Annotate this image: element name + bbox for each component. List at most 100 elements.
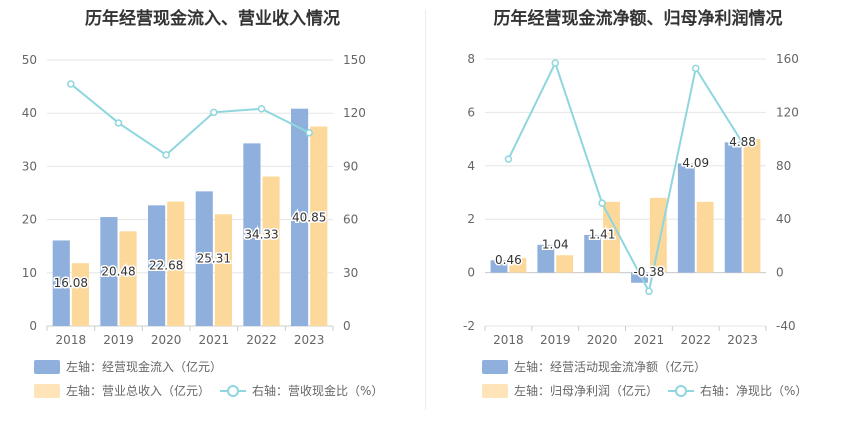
y-tick-right: 60 bbox=[343, 213, 358, 227]
data-label: 1.04 bbox=[542, 237, 569, 251]
bar-series-2 bbox=[167, 201, 185, 326]
y-tick-left: 40 bbox=[22, 106, 37, 120]
bar-series-2 bbox=[214, 214, 232, 326]
bar-series-2 bbox=[119, 231, 137, 326]
bar-series-2 bbox=[262, 176, 280, 326]
bar-series-1 bbox=[537, 244, 555, 273]
series-point bbox=[210, 108, 218, 117]
bar-series-2 bbox=[71, 263, 89, 326]
legend-label: 右轴：净现比（%） bbox=[700, 384, 808, 398]
y-tick-left: 10 bbox=[22, 266, 37, 280]
data-label: 20.48 bbox=[101, 265, 135, 279]
data-label: 22.68 bbox=[149, 259, 183, 273]
y-tick-left: 0 bbox=[467, 266, 475, 280]
y-tick-left: 8 bbox=[467, 52, 475, 66]
data-label: 4.88 bbox=[729, 135, 756, 149]
x-tick-label: 2019 bbox=[103, 333, 134, 347]
bar-series-1 bbox=[490, 260, 508, 273]
y-tick-right: 40 bbox=[776, 212, 791, 226]
legend-item-left-ratio[interactable]: 右轴：营收现金比（%） bbox=[220, 382, 383, 399]
chart-title-right: 历年经营现金流净额、归母净利润情况 bbox=[493, 9, 783, 29]
y-tick-right: 160 bbox=[776, 52, 799, 66]
y-tick-right: 90 bbox=[343, 159, 358, 173]
x-tick-label: 2023 bbox=[294, 333, 325, 347]
data-label: 25.31 bbox=[197, 252, 231, 266]
bar-series-1 bbox=[291, 108, 309, 326]
series-point bbox=[114, 119, 123, 127]
y-tick-right: 0 bbox=[343, 319, 351, 333]
y-tick-left: 6 bbox=[467, 105, 475, 119]
y-tick-left: 20 bbox=[22, 213, 37, 227]
chart-left-svg: 0 10 20 30 40 50 0 30 60 90 120 150 2018 2019 2020 2021… bbox=[22, 53, 366, 347]
legend-swatch bbox=[34, 383, 60, 398]
data-label: 1.41 bbox=[589, 227, 616, 241]
legend-item-left-cash-inflow[interactable]: 左轴：经营现金流入（亿元） bbox=[34, 358, 222, 375]
data-label: 4.09 bbox=[682, 156, 709, 170]
bar-series-2 bbox=[696, 201, 714, 273]
x-tick-label: 2020 bbox=[587, 333, 618, 347]
chart-panel-left: 历年经营现金流入、营业收入情况 0 10 20 30 40 50 0 30 60 90 120 150… bbox=[22, 9, 384, 399]
bar-series-2 bbox=[310, 126, 328, 326]
x-tick-label: 2020 bbox=[151, 333, 182, 347]
bar-series-1 bbox=[584, 234, 602, 273]
series-point bbox=[162, 151, 170, 159]
panel-divider bbox=[425, 10, 426, 410]
chart-right-svg: -2 0 2 4 6 8 -40 0 40 80 120 160 2018 2019 2020 2021 202… bbox=[463, 52, 799, 347]
bar-series-1 bbox=[100, 217, 118, 326]
series-point bbox=[305, 128, 313, 137]
data-label: 0.46 bbox=[495, 253, 522, 267]
legend-item-right-ratio[interactable]: 右轴：净现比（%） bbox=[668, 382, 807, 399]
legend-label: 左轴：经营活动现金流净额（亿元） bbox=[514, 360, 707, 374]
legend-swatch bbox=[482, 383, 508, 398]
legend-item-left-revenue[interactable]: 左轴：营业总收入（亿元） bbox=[34, 382, 210, 399]
y-tick-left: 4 bbox=[467, 159, 475, 173]
series-point bbox=[738, 139, 747, 147]
legend-line-swatch bbox=[668, 384, 694, 398]
chart-panel-right: 历年经营现金流净额、归母净利润情况 -2 0 2 4 6 8 -40 0 40 80 120 160 2… bbox=[426, 0, 850, 437]
x-tick-label: 2021 bbox=[199, 333, 230, 347]
legend-label: 右轴：营收现金比（%） bbox=[252, 384, 384, 398]
y-tick-right: 120 bbox=[343, 106, 366, 120]
series-line bbox=[507, 60, 744, 295]
series-point bbox=[67, 80, 75, 88]
x-tick-label: 2023 bbox=[727, 333, 758, 347]
data-label: -0.38 bbox=[633, 265, 664, 279]
legend-label: 左轴：经营现金流入（亿元） bbox=[66, 360, 223, 374]
data-label: 34.33 bbox=[244, 228, 278, 242]
series-point bbox=[257, 105, 266, 113]
y-tick-left: 2 bbox=[467, 212, 475, 226]
y-tick-left: 30 bbox=[22, 159, 37, 173]
series-point bbox=[645, 287, 653, 296]
y-tick-left: 50 bbox=[22, 53, 37, 67]
y-tick-right: -40 bbox=[776, 319, 796, 333]
y-tick-right: 150 bbox=[343, 53, 366, 67]
legend-item-right-net-profit[interactable]: 左轴：归母净利润（亿元） bbox=[482, 382, 658, 399]
series-point bbox=[504, 155, 513, 163]
y-tick-right: 120 bbox=[776, 105, 799, 119]
series-point bbox=[551, 59, 559, 67]
y-tick-left: 0 bbox=[29, 319, 37, 333]
bar-series-2 bbox=[556, 255, 574, 273]
chart-title-left: 历年经营现金流入、营业收入情况 bbox=[85, 9, 340, 29]
legend-swatch bbox=[34, 359, 60, 374]
legend-item-right-net-cash[interactable]: 左轴：经营活动现金流净额（亿元） bbox=[482, 358, 706, 375]
x-tick-label: 2021 bbox=[634, 333, 665, 347]
x-tick-label: 2022 bbox=[680, 333, 711, 347]
series-point bbox=[692, 64, 700, 73]
y-tick-right: 80 bbox=[776, 159, 791, 173]
x-tick-label: 2018 bbox=[493, 333, 524, 347]
bar-series-1 bbox=[677, 163, 695, 273]
y-tick-right: 30 bbox=[343, 266, 358, 280]
x-tick-label: 2019 bbox=[540, 333, 571, 347]
bar-series-1 bbox=[631, 272, 648, 283]
bar-series-2 bbox=[743, 139, 761, 273]
series-line bbox=[70, 83, 310, 157]
x-tick-label: 2018 bbox=[56, 333, 87, 347]
bar-series-1 bbox=[243, 143, 261, 326]
bar-series-1 bbox=[195, 191, 213, 326]
bar-series-2 bbox=[649, 197, 667, 273]
bar-series-2 bbox=[509, 257, 527, 273]
bar-series-1 bbox=[148, 205, 166, 326]
data-label: 16.08 bbox=[54, 276, 88, 290]
